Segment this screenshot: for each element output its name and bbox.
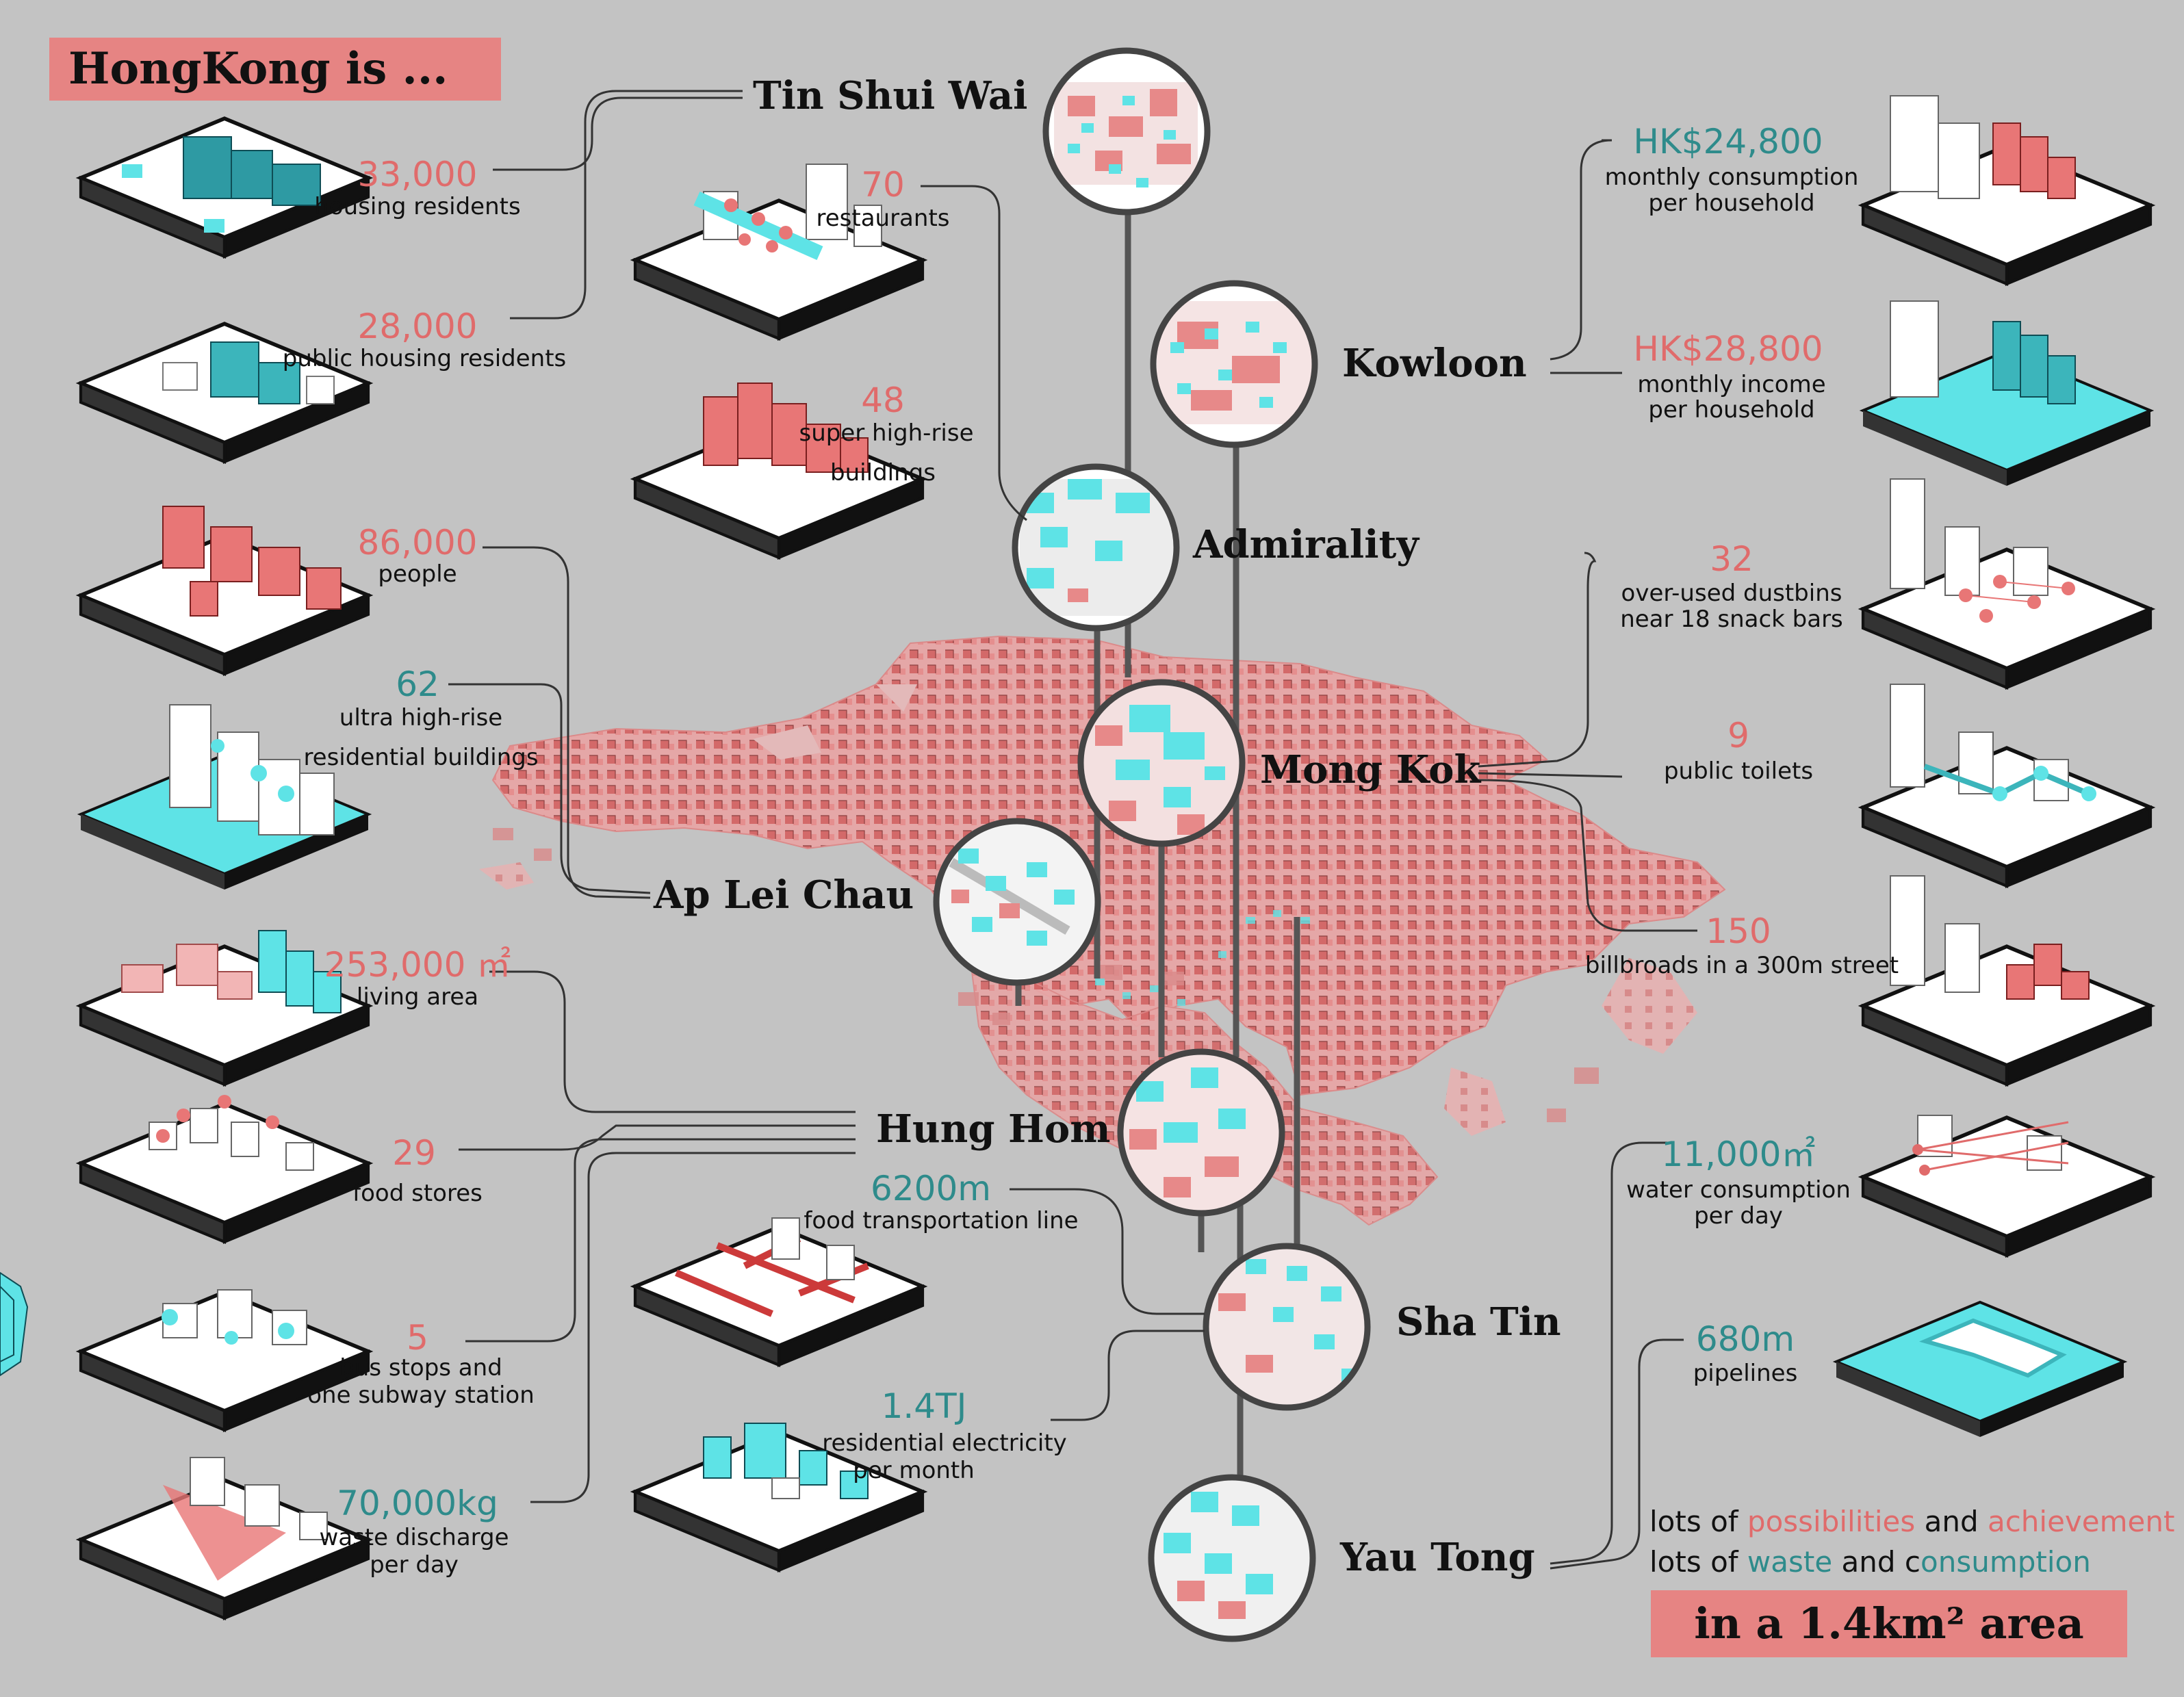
district-kowloon: Kowloon (1342, 341, 1527, 386)
stat-billboards-label: billbroads in a 300m street (1584, 952, 1899, 979)
district-tin-shui-wai: Tin Shui Wai (753, 73, 1028, 118)
footer-area-label: in a 1.4km² area (1651, 1590, 2127, 1657)
building-block-bus-stops (81, 1289, 368, 1430)
stat-income-value: HK$28,800 (1633, 329, 1823, 369)
building-block-public-housing (81, 324, 368, 462)
stat-ultra-highrise-value: 62 (396, 664, 439, 704)
stat-people-label: people (378, 560, 457, 588)
stat-consumption-label2: per household (1648, 190, 1815, 217)
stat-ultra-highrise-label1: ultra high-rise (339, 704, 503, 731)
stat-consumption-value: HK$24,800 (1633, 122, 1823, 161)
stat-food-transport-label: food transportation line (804, 1207, 1079, 1234)
stat-food-stores-value: 29 (392, 1133, 436, 1173)
district-mong-kok: Mong Kok (1260, 747, 1481, 792)
stat-super-highrise-value: 48 (861, 380, 905, 420)
stat-public-housing-label: public housing residents (282, 345, 567, 372)
stat-super-highrise-label2: buildings (830, 459, 936, 487)
summary-line-2-b: waste (1747, 1545, 1833, 1579)
stat-income-label2: per household (1648, 396, 1815, 424)
stat-toilets-label: public toilets (1663, 757, 1814, 785)
building-block-food-transport (635, 1217, 923, 1365)
page-title: HongKong is ... (49, 38, 501, 101)
stat-water-label1: water consumption (1626, 1176, 1851, 1204)
stat-dustbins-label2: near 18 snack bars (1620, 606, 1843, 633)
stat-toilets-value: 9 (1727, 716, 1749, 755)
stat-bus-stops-label1: bus stops and (339, 1354, 502, 1382)
stat-living-area-value: 253,000 ㎡ (324, 945, 511, 985)
district-yau-tong: Yau Tong (1340, 1535, 1535, 1580)
summary-line-2-c: and c (1832, 1545, 1920, 1579)
summary-line-1-d: achievement (1987, 1505, 2175, 1538)
summary-line-1-c: and (1915, 1505, 1988, 1538)
stat-food-stores-label: food stores (352, 1180, 483, 1207)
edge-fragment (0, 1271, 29, 1377)
district-sha-tin: Sha Tin (1396, 1299, 1561, 1345)
summary-line-1: lots of possibilities and achievement (1649, 1502, 2174, 1542)
building-block-housing (81, 118, 368, 257)
stat-super-highrise-label1: super high-rise (799, 419, 974, 447)
stat-bus-stops-label2: one subway station (307, 1382, 535, 1409)
building-block-dustbins (1863, 478, 2150, 688)
stat-dustbins-label1: over-used dustbins (1621, 580, 1842, 607)
building-block-people (81, 506, 368, 674)
stat-waste-value: 70,000kg (337, 1484, 498, 1523)
stat-consumption-label1: monthly consumption (1604, 164, 1859, 191)
summary-line-2: lots of waste and consumption (1649, 1542, 2091, 1582)
building-block-pipelines (1832, 1300, 2128, 1437)
stat-bus-stops-value: 5 (407, 1318, 428, 1358)
building-block-food-stores (81, 1095, 368, 1242)
district-ap-lei-chau: Ap Lei Chau (654, 872, 914, 918)
summary-line-1-b: possibilities (1747, 1505, 1916, 1538)
leader-lines (448, 90, 1697, 1570)
stat-waste-label2: per day (370, 1551, 459, 1579)
stat-waste-label1: waste discharge (319, 1524, 509, 1551)
district-hung-hom: Hung Hom (876, 1106, 1111, 1152)
building-block-water (1863, 1115, 2150, 1256)
building-block-living-area (81, 930, 368, 1085)
building-block-toilets (1863, 684, 2150, 886)
building-block-ultra-highrise (77, 704, 372, 890)
stat-restaurants-value: 70 (861, 165, 905, 205)
building-block-restaurants (635, 164, 923, 339)
stat-electricity-label2: per month (853, 1457, 975, 1484)
building-block-super-highrise (635, 383, 923, 558)
building-block-electricity (635, 1423, 923, 1570)
stat-water-label2: per day (1694, 1202, 1783, 1230)
building-block-waste (81, 1457, 368, 1618)
summary-line-1-a: lots of (1649, 1505, 1747, 1538)
stat-living-area-label: living area (356, 983, 479, 1011)
stat-people-value: 86,000 (357, 523, 478, 562)
building-block-income (1859, 300, 2155, 486)
stat-ultra-highrise-label2: residential buildings (303, 744, 539, 771)
stat-public-housing-value: 28,000 (357, 307, 478, 346)
stat-dustbins-value: 32 (1710, 539, 1753, 579)
stat-water-value: 11,000㎡ (1661, 1135, 1816, 1174)
building-block-billboards (1863, 875, 2150, 1085)
district-circles (933, 47, 1371, 1642)
district-admirality: Admirality (1193, 522, 1419, 567)
stat-income-label1: monthly income (1637, 371, 1826, 398)
stat-food-transport-value: 6200m (871, 1169, 991, 1208)
stat-electricity-label1: residential electricity (822, 1429, 1067, 1457)
stat-billboards-value: 150 (1706, 911, 1771, 951)
stat-housing-label: housing residents (314, 193, 521, 220)
stat-electricity-value: 1.4TJ (881, 1386, 967, 1426)
summary-line-2-d: onsumption (1920, 1545, 2091, 1579)
stat-pipelines-value: 680m (1695, 1319, 1795, 1359)
summary-line-2-a: lots of (1649, 1545, 1747, 1579)
stat-restaurants-label: restaurants (816, 205, 950, 232)
building-block-consumption (1863, 95, 2150, 284)
stat-housing-value: 33,000 (357, 155, 478, 194)
stat-pipelines-label: pipelines (1693, 1360, 1798, 1387)
